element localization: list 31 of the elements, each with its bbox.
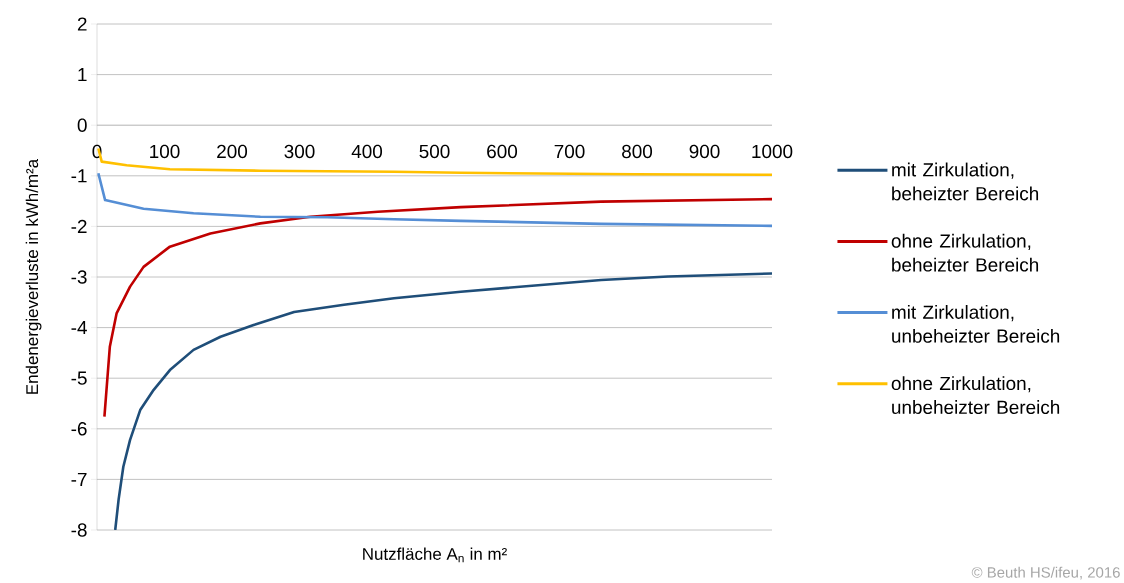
line-series <box>113 272 773 530</box>
y-axis-title: Endenergieverluste in kWh/m²a <box>25 158 42 394</box>
y-tick-label: -3 <box>71 270 87 284</box>
legend-label: ohne Zirkulation, unbeheizter Bereich <box>891 376 1060 414</box>
y-tick-label: -1 <box>71 169 87 183</box>
x-tick-label: 300 <box>284 144 315 159</box>
y-tick-label: 1 <box>78 68 87 82</box>
x-tick-label: 500 <box>419 144 450 159</box>
x-tick-label: 400 <box>351 144 383 159</box>
x-tick-label: 200 <box>217 144 248 159</box>
y-tick-label: -6 <box>71 422 87 436</box>
legend-label: mit Zirkulation, beheizter Bereich <box>892 162 1039 201</box>
y-tick-label: -2 <box>71 219 87 234</box>
x-tick-label: 700 <box>554 144 585 159</box>
line-series <box>97 171 773 228</box>
x-tick-label: 100 <box>150 144 180 159</box>
x-tick-label: 800 <box>622 144 653 159</box>
x-tick-label: 1000 <box>752 144 793 159</box>
legend-label: ohne Zirkulation, beheizter Bereich <box>891 233 1039 272</box>
x-tick-label: 900 <box>689 144 720 159</box>
y-tick-label: -5 <box>71 371 87 385</box>
legend-label: mit Zirkulation, unbeheizter Bereich <box>892 304 1060 343</box>
y-tick-label: -8 <box>71 523 87 537</box>
y-tick-label: -7 <box>71 472 87 486</box>
y-tick-label: -4 <box>71 321 87 335</box>
x-tick-label: 600 <box>487 144 518 159</box>
y-tick-label: 0 <box>77 118 87 132</box>
x-axis-title: Nutzfläche A$_{n}$ in m² <box>363 547 507 563</box>
y-tick-label: 2 <box>77 17 87 31</box>
text: © Beuth HS/ifeu, 2016 <box>971 566 1120 580</box>
line-series <box>103 197 773 418</box>
